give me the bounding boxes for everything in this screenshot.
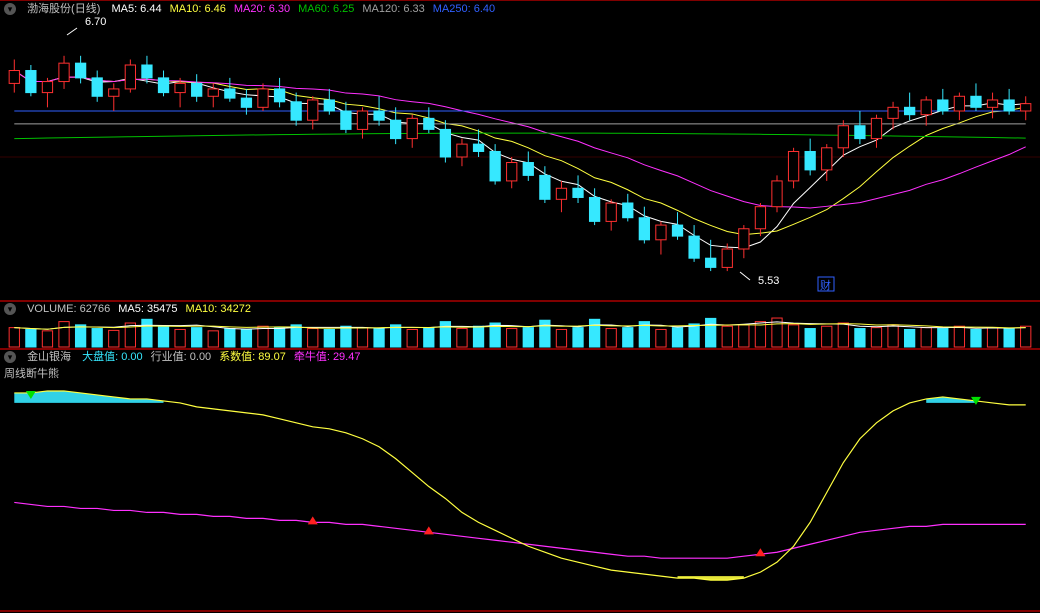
ma-value: MA5: 6.44 — [111, 3, 161, 15]
volume-panel[interactable]: ▾ VOLUME: 62766 MA5: 35475 MA10: 34272 — [0, 300, 1040, 350]
indicator-header: ▾ 金山银海 大盘值: 0.00 行业值: 0.00 系数值: 89.07 牵牛值: … — [4, 349, 376, 365]
ma-value: MA60: 6.25 — [298, 3, 354, 15]
ma-value: MA20: 6.30 — [234, 3, 290, 15]
vol-value: MA10: 34272 — [186, 303, 251, 315]
price-chart[interactable]: 6.70 5.53 财 — [0, 1, 1040, 301]
vol-value: MA5: 35475 — [118, 303, 177, 315]
svg-text:6.70: 6.70 — [85, 16, 106, 28]
chevron-down-icon[interactable]: ▾ — [4, 3, 16, 15]
vol-value: VOLUME: 62766 — [27, 303, 110, 315]
volume-header: ▾ VOLUME: 62766 MA5: 35475 MA10: 34272 — [4, 301, 267, 317]
ma-value: MA10: 6.46 — [170, 3, 226, 15]
ind-value: 系数值: 89.07 — [219, 351, 286, 363]
chevron-down-icon[interactable]: ▾ — [4, 351, 16, 363]
indicator-panel[interactable]: ▾ 金山银海 大盘值: 0.00 行业值: 0.00 系数值: 89.07 牵牛值: … — [0, 348, 1040, 612]
ind-value: 大盘值: 0.00 — [82, 351, 143, 363]
price-header: ▾ 渤海股份(日线) MA5: 6.44 MA10: 6.46 MA20: 6.30… — [4, 1, 511, 17]
stock-title: 渤海股份(日线) — [27, 3, 100, 15]
ma-value: MA250: 6.40 — [433, 3, 495, 15]
chevron-down-icon[interactable]: ▾ — [4, 303, 16, 315]
indicator-chart[interactable] — [0, 349, 1040, 610]
ind-value: 牵牛值: 29.47 — [294, 351, 361, 363]
indicator-title: 金山银海 — [27, 351, 71, 363]
svg-text:5.53: 5.53 — [758, 275, 779, 287]
svg-text:财: 财 — [820, 278, 831, 292]
ind-value: 行业值: 0.00 — [151, 351, 212, 363]
ma-value: MA120: 6.33 — [362, 3, 424, 15]
price-panel[interactable]: ▾ 渤海股份(日线) MA5: 6.44 MA10: 6.46 MA20: 6.30… — [0, 0, 1040, 302]
